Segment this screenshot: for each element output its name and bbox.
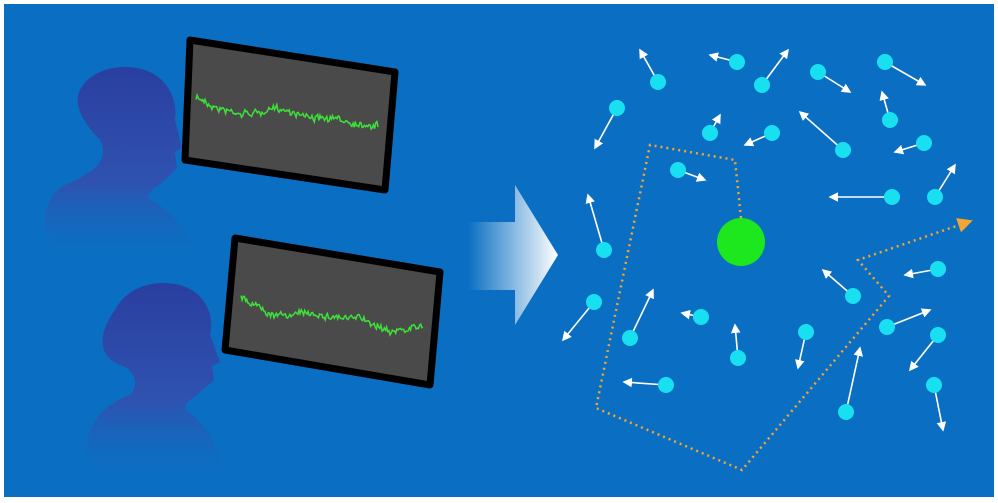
particle — [810, 64, 826, 80]
particle — [609, 100, 625, 116]
particle — [693, 309, 709, 325]
particle — [930, 261, 946, 277]
monitor — [221, 234, 444, 389]
particle — [670, 162, 686, 178]
particle — [730, 350, 746, 366]
particles — [561, 48, 956, 432]
particle — [926, 377, 942, 393]
particle — [877, 54, 893, 70]
particle — [882, 112, 898, 128]
transition-arrow — [468, 185, 558, 325]
velocity-arrow — [629, 288, 654, 339]
particle — [764, 125, 780, 141]
particle — [596, 242, 612, 258]
signal-trace — [195, 92, 379, 131]
particle — [930, 327, 946, 343]
tracer-particle — [717, 218, 765, 266]
velocity-arrow — [585, 193, 605, 251]
particle — [650, 74, 666, 90]
signal-trace — [240, 295, 424, 337]
particle — [754, 77, 770, 93]
velocity-arrow — [798, 110, 844, 151]
particle — [879, 319, 895, 335]
particle — [838, 404, 854, 420]
particle — [845, 288, 861, 304]
trajectory — [594, 143, 973, 472]
particle — [884, 189, 900, 205]
velocity-arrow — [561, 301, 595, 342]
particle — [729, 54, 745, 70]
particle — [927, 189, 943, 205]
particle — [622, 330, 638, 346]
particle — [586, 294, 602, 310]
particle — [658, 377, 674, 393]
monitor — [181, 36, 399, 194]
particle — [835, 142, 851, 158]
velocity-arrow — [845, 346, 863, 413]
person-silhouette — [44, 66, 201, 260]
particle — [702, 125, 718, 141]
person-silhouette — [86, 282, 228, 480]
particle — [798, 324, 814, 340]
particle — [916, 135, 932, 151]
